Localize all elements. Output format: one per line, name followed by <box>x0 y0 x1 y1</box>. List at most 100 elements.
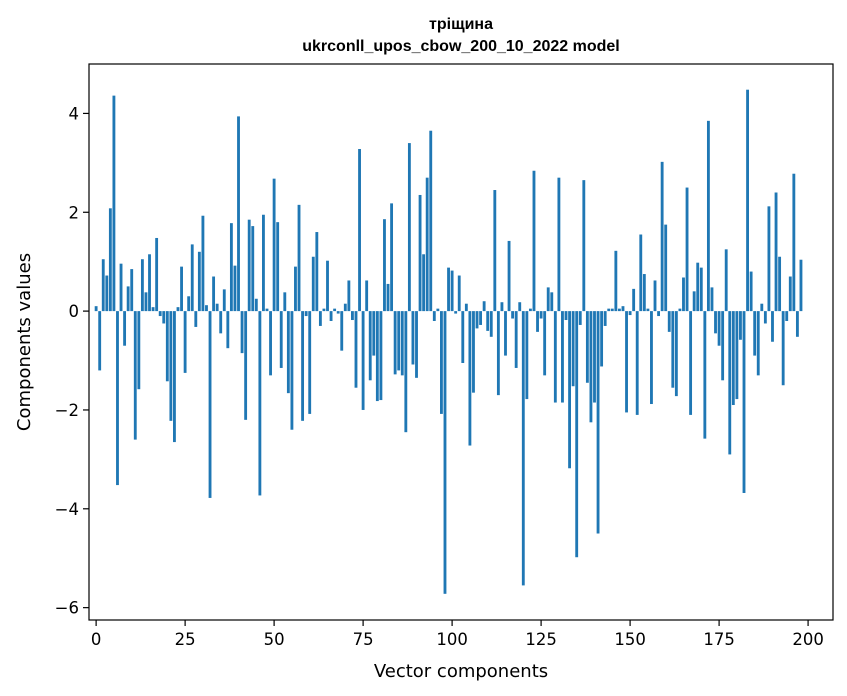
bar <box>504 311 507 356</box>
bar <box>717 311 721 346</box>
bar <box>482 301 486 312</box>
bar <box>486 311 490 331</box>
bar <box>464 303 468 312</box>
bar <box>575 311 579 558</box>
bar <box>158 311 162 317</box>
bar <box>479 311 483 325</box>
bar <box>589 311 593 423</box>
bar <box>247 219 251 312</box>
bar <box>472 311 475 393</box>
bar <box>450 270 454 312</box>
bar <box>301 311 305 421</box>
bar <box>219 311 223 334</box>
bar <box>272 178 276 312</box>
x-tick-label: 100 <box>436 630 468 649</box>
bar <box>229 223 233 312</box>
bar <box>133 311 137 440</box>
bar <box>674 311 678 397</box>
bar <box>340 311 344 351</box>
bar <box>432 311 436 321</box>
bar <box>226 311 230 349</box>
bar <box>269 311 272 376</box>
x-axis-ticks: 0 25 50 75 100 125 150 175 200 <box>91 620 824 649</box>
bar <box>119 263 123 312</box>
bar <box>244 311 248 420</box>
bar <box>468 311 472 446</box>
bar <box>500 302 504 312</box>
bar <box>536 311 539 332</box>
bar <box>290 311 294 430</box>
y-tick-label: −6 <box>55 599 79 618</box>
bar <box>254 298 258 312</box>
bar <box>521 311 525 586</box>
bar <box>539 311 543 319</box>
bar <box>176 307 180 312</box>
bar <box>422 254 426 312</box>
bar <box>646 308 650 312</box>
bar <box>553 311 557 403</box>
y-axis-ticks: −6 −4 −2 0 2 4 <box>55 104 89 618</box>
bar <box>436 308 440 312</box>
bar <box>621 306 625 312</box>
bar <box>731 311 735 406</box>
bar <box>308 311 312 414</box>
bar <box>593 311 596 403</box>
bar <box>429 130 433 312</box>
bar <box>375 311 379 402</box>
bar <box>525 311 529 400</box>
bar <box>208 311 212 498</box>
bar <box>635 311 639 415</box>
bar <box>404 311 408 433</box>
bar <box>664 224 668 312</box>
bar <box>742 311 746 493</box>
bar <box>283 292 287 312</box>
bar <box>795 311 799 337</box>
bar <box>162 311 166 324</box>
bar <box>546 287 550 312</box>
bar <box>639 234 643 312</box>
bar <box>603 311 607 326</box>
bar <box>667 311 671 332</box>
bar <box>728 311 732 455</box>
bar <box>689 311 693 415</box>
y-tick-label: 0 <box>69 302 80 321</box>
bar <box>180 266 183 312</box>
bar <box>368 311 372 381</box>
bar <box>222 289 226 312</box>
bar <box>596 311 600 534</box>
bar <box>493 190 497 312</box>
bar <box>237 116 240 312</box>
bar <box>440 311 443 414</box>
bar <box>265 308 269 312</box>
bar <box>390 203 394 312</box>
x-tick-label: 25 <box>175 630 196 649</box>
bar <box>514 311 518 368</box>
bar <box>304 311 308 317</box>
bar <box>407 143 411 312</box>
bar <box>94 306 98 312</box>
bar <box>610 308 614 312</box>
bar <box>617 308 621 312</box>
bar <box>582 180 586 312</box>
bar <box>792 173 796 312</box>
bar <box>418 194 422 312</box>
bar <box>105 275 109 312</box>
bar <box>98 311 102 371</box>
bar <box>454 311 458 314</box>
bar <box>767 206 771 312</box>
bar <box>251 226 255 312</box>
bar <box>568 311 571 469</box>
bar <box>386 283 390 312</box>
y-axis-label: Components values <box>14 253 35 431</box>
bar <box>507 240 511 312</box>
bar <box>233 265 237 312</box>
plot-frame <box>88 63 834 621</box>
bar <box>190 244 194 312</box>
x-tick-label: 125 <box>525 630 557 649</box>
bar <box>632 288 636 312</box>
chart-title: тріщина <box>429 16 493 33</box>
bar <box>187 296 191 312</box>
bar <box>760 303 764 312</box>
bar <box>461 311 465 363</box>
bar <box>571 311 575 387</box>
